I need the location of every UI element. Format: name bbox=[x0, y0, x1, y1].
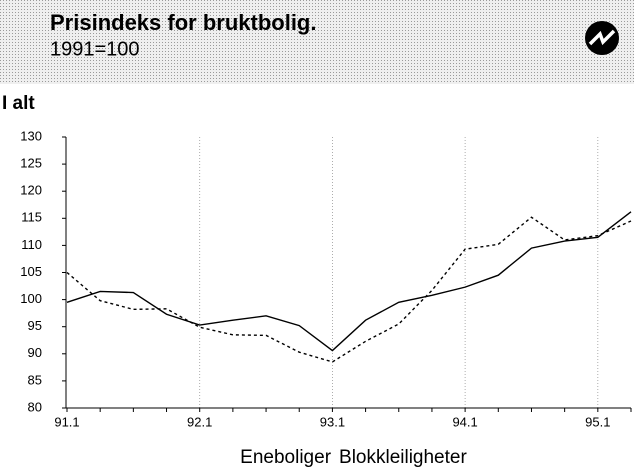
y-tick-label: 125 bbox=[20, 156, 42, 171]
y-tick-label: 80 bbox=[28, 399, 42, 414]
y-tick-label: 115 bbox=[21, 210, 42, 225]
y-tick-label: 90 bbox=[28, 345, 42, 360]
legend-label: Eneboliger bbox=[240, 447, 332, 468]
x-tick-label: 94.1 bbox=[452, 414, 477, 429]
logo bbox=[585, 21, 619, 55]
series-line bbox=[66, 211, 632, 352]
chart-title: Prisindeks for bruktbolig. bbox=[50, 10, 316, 35]
panel-title: I alt bbox=[2, 93, 35, 114]
x-tick-label: 92.1 bbox=[187, 414, 212, 429]
chart-subtitle: 1991=100 bbox=[50, 38, 140, 60]
series-line bbox=[66, 216, 632, 363]
header-band bbox=[0, 0, 634, 84]
x-tick-label: 95.1 bbox=[585, 414, 610, 429]
y-tick-label: 100 bbox=[20, 291, 42, 306]
y-tick-label: 120 bbox=[20, 183, 42, 198]
x-tick-label: 93.1 bbox=[320, 414, 345, 429]
y-tick-label: 105 bbox=[20, 264, 42, 279]
x-tick-label: 91.1 bbox=[54, 414, 79, 429]
y-tick-label: 85 bbox=[28, 372, 42, 387]
y-tick-label: 130 bbox=[20, 128, 42, 143]
legend-label: Blokkleiligheter bbox=[339, 447, 467, 468]
y-tick-label: 95 bbox=[28, 318, 42, 333]
y-tick-label: 110 bbox=[21, 237, 42, 252]
